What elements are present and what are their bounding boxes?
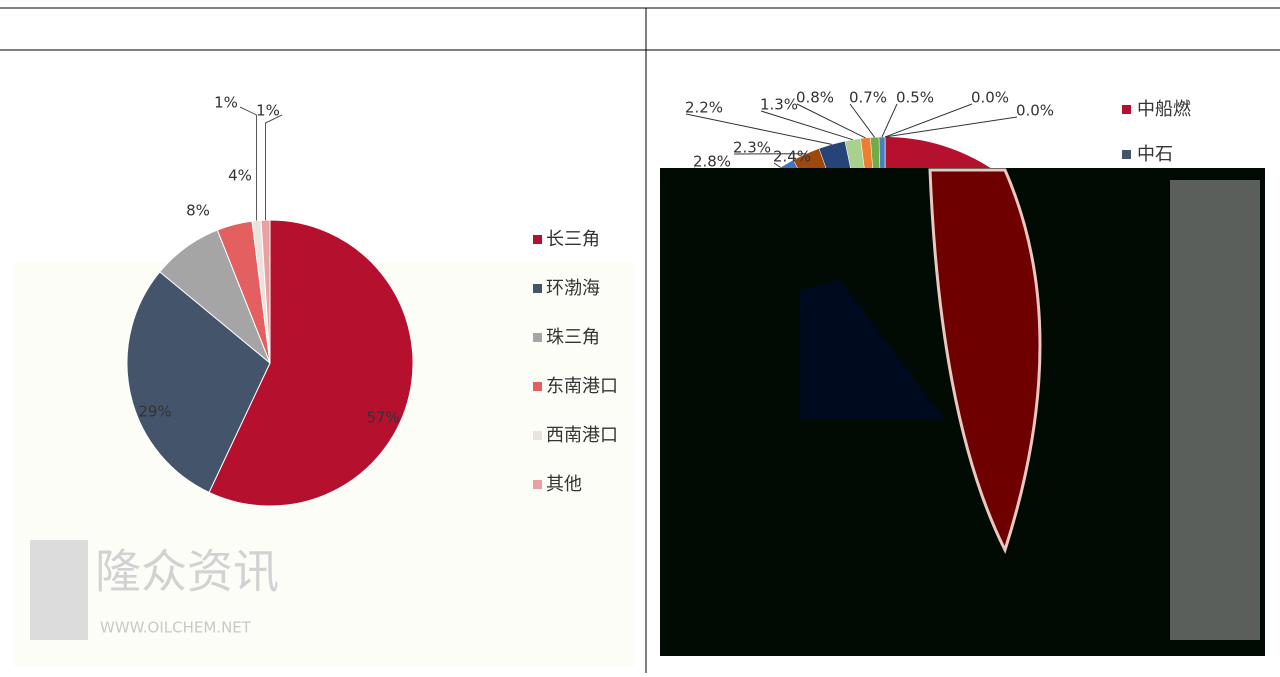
leader-line [885, 117, 1017, 137]
legend-swatch [533, 333, 542, 342]
watermark-logo [30, 540, 88, 640]
data-label: 1.3% [760, 96, 798, 114]
leader-line [882, 104, 897, 137]
legend-label: 中船燃 [1137, 99, 1191, 120]
data-label: 4% [228, 167, 252, 185]
data-label: 2.4% [773, 148, 811, 166]
legend-label: 东南港口 [546, 376, 618, 397]
legend-label: 其他 [546, 474, 582, 495]
data-label: 8% [186, 202, 210, 220]
leader-line [266, 115, 282, 220]
data-label: 29% [138, 403, 171, 421]
data-label: 0.0% [1016, 102, 1054, 120]
data-label: 0.8% [796, 89, 834, 107]
legend-label: 长三角 [546, 229, 600, 250]
data-label: 57% [366, 409, 399, 427]
legend-swatch [533, 235, 542, 244]
legend-label: 珠三角 [546, 327, 600, 348]
data-label: 2.2% [685, 99, 723, 117]
watermark: 隆众资讯 [95, 545, 279, 599]
legend-swatch [533, 382, 542, 391]
legend-swatch [1122, 150, 1131, 159]
corrupted-artifact [1170, 180, 1260, 640]
leader-line [240, 107, 257, 221]
legend-label: 中石 [1137, 144, 1173, 165]
legend-swatch [1122, 105, 1131, 114]
data-label: 1% [256, 102, 280, 120]
legend-swatch [533, 480, 542, 489]
leader-line [885, 104, 972, 137]
legend-label: 西南港口 [546, 425, 618, 446]
data-label: 0.7% [849, 89, 887, 107]
right-chart: 0.0% 0.0% 0.5% 0.7% 0.8%1.3% 2.2% 2.3%2.4% 2.8%… [660, 89, 1265, 657]
data-label: 0.0% [971, 89, 1009, 107]
data-label: 2.3% [733, 139, 771, 157]
data-label: 2.8% [693, 153, 731, 171]
legend-label: 环渤海 [546, 278, 600, 299]
data-label: 0.5% [896, 89, 934, 107]
data-label: 1% [214, 94, 238, 112]
watermark-url: WWW.OILCHEM.NET [100, 619, 252, 637]
legend-swatch [533, 431, 542, 440]
legend-swatch [533, 284, 542, 293]
